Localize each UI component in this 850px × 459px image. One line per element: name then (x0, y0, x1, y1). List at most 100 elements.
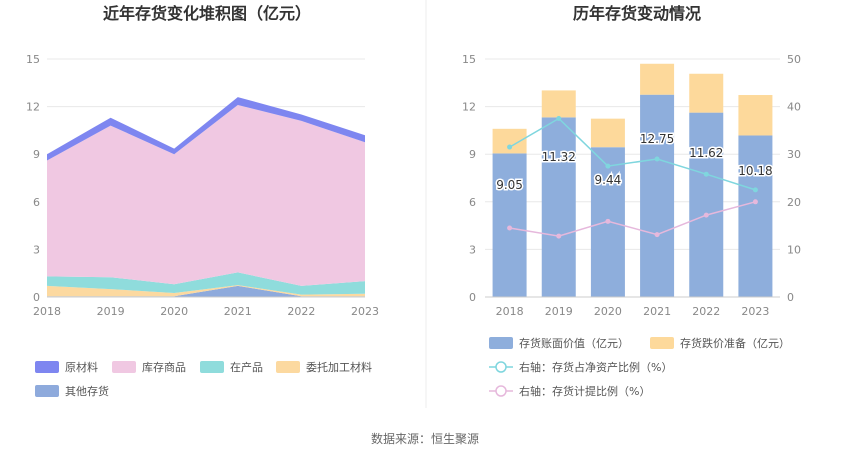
impairment-bar (541, 90, 576, 118)
left-y-tick-label: 6 (33, 196, 40, 209)
left-legend-label: 其他存货 (65, 384, 109, 398)
line-point (556, 233, 562, 239)
impairment-bar (640, 63, 675, 95)
right-y-tick-label: 0 (469, 291, 476, 304)
left-chart-title: 近年存货变化堆积图（亿元） (103, 4, 311, 23)
left-y-tick-label: 3 (33, 243, 40, 256)
book-value-bar (492, 153, 527, 297)
bar-value-label: 9.05 (496, 178, 523, 192)
left-x-tick-label: 2019 (97, 305, 125, 318)
left-x-tick-label: 2022 (287, 305, 315, 318)
right-bar-labels: 9.05 11.32 9.44 12.75 11.62 10.18 (495, 131, 774, 194)
left-y-axis: 0 3 6 9 12 15 (26, 53, 40, 304)
legend-marker-ratio (495, 361, 507, 373)
book-value-bar (640, 94, 675, 297)
legend-label-book-value: 存货账面价值（亿元） (519, 336, 629, 350)
legend-swatch-book-value (489, 337, 513, 349)
left-y-tick-label: 0 (33, 291, 40, 304)
impairment-bar (492, 128, 527, 154)
line-point (654, 232, 660, 238)
legend-label-ratio: 右轴：存货占净资产比例（%） (519, 360, 672, 374)
right-y-tick-label: 9 (469, 148, 476, 161)
left-legend-swatch (276, 361, 300, 373)
legend-label-impairment: 存货跌价准备（亿元） (680, 336, 790, 350)
left-legend-swatch (35, 361, 59, 373)
left-legend-label: 原材料 (65, 360, 98, 374)
right-y2-tick-label: 50 (787, 53, 801, 66)
right-grid (485, 58, 780, 298)
right-x-tick-label: 2019 (545, 305, 573, 318)
line-series-0 (509, 117, 756, 191)
left-areas (47, 97, 365, 297)
book-value-bar (738, 135, 773, 297)
left-legend-swatch (112, 361, 136, 373)
right-y-tick-label: 6 (469, 196, 476, 209)
right-y-tick-label: 3 (469, 243, 476, 256)
area-series-1 (47, 285, 365, 297)
legend-marker-provision (495, 385, 507, 397)
right-y2-tick-label: 10 (787, 243, 801, 256)
line-point (752, 187, 758, 193)
left-x-axis: 2018 2019 2020 2021 2022 2023 (33, 296, 379, 318)
right-y-axis-left: 0 3 6 9 12 15 (462, 53, 476, 304)
left-y-tick-label: 9 (33, 148, 40, 161)
right-x-tick-label: 2023 (741, 305, 769, 318)
left-x-tick-label: 2018 (33, 305, 61, 318)
line-point (654, 156, 660, 162)
right-y-tick-label: 15 (462, 53, 476, 66)
left-y-tick-label: 12 (26, 101, 40, 114)
bar-value-label: 10.18 (738, 164, 772, 178)
line-point (556, 116, 562, 121)
right-y2-tick-label: 0 (787, 291, 794, 304)
left-x-tick-label: 2020 (160, 305, 188, 318)
right-legend: 存货账面价值（亿元） 存货跌价准备（亿元） 右轴：存货占净资产比例（%） 右轴：存货计… (489, 336, 790, 398)
book-value-bar (689, 112, 724, 297)
area-series-0 (47, 285, 365, 297)
left-legend-label: 委托加工材料 (306, 360, 372, 374)
right-x-tick-label: 2021 (643, 305, 671, 318)
data-source: 数据来源：恒生聚源 (371, 431, 479, 446)
right-y2-tick-label: 20 (787, 196, 801, 209)
bar-value-label: 9.44 (595, 173, 622, 187)
impairment-bar (689, 73, 724, 113)
right-y2-tick-label: 30 (787, 148, 801, 161)
bar-value-label: 11.32 (542, 150, 576, 164)
line-point (605, 218, 611, 224)
bar-value-label: 11.62 (689, 146, 723, 160)
line-point (703, 171, 709, 177)
left-legend-label: 在产品 (230, 360, 263, 374)
area-series-3 (47, 105, 365, 286)
line-point (752, 199, 758, 205)
line-point (605, 163, 611, 169)
right-x-tick-label: 2020 (594, 305, 622, 318)
left-legend-swatch (200, 361, 224, 373)
impairment-bar (590, 118, 625, 148)
impairment-bar (738, 95, 773, 136)
right-x-tick-label: 2018 (496, 305, 524, 318)
right-chart-panel: 历年存货变动情况 9.05 11.32 9.44 12.75 11.62 10.18 0 3… (462, 4, 801, 398)
bar-value-label: 12.75 (640, 132, 674, 146)
left-legend-label: 库存商品 (142, 360, 186, 374)
right-chart-title: 历年存货变动情况 (573, 4, 701, 23)
right-bars (492, 63, 773, 297)
left-y-tick-label: 15 (26, 53, 40, 66)
right-y2-tick-label: 40 (787, 101, 801, 114)
legend-label-provision: 右轴：存货计提比例（%） (519, 384, 650, 398)
right-x-axis: 2018 2019 2020 2021 2022 2023 (485, 296, 780, 318)
area-series-4 (47, 97, 365, 161)
line-point (507, 144, 513, 150)
legend-swatch-impairment (650, 337, 674, 349)
line-point (703, 212, 709, 218)
left-legend-swatch (35, 385, 59, 397)
line-point (507, 225, 513, 231)
area-series-2 (47, 272, 365, 295)
right-y-axis-right: 0 10 20 30 40 50 (787, 53, 801, 304)
left-x-tick-label: 2021 (224, 305, 252, 318)
left-x-tick-label: 2023 (351, 305, 379, 318)
book-value-bar (541, 117, 576, 297)
right-lines (507, 116, 758, 239)
right-x-tick-label: 2022 (692, 305, 720, 318)
right-y-tick-label: 12 (462, 101, 476, 114)
